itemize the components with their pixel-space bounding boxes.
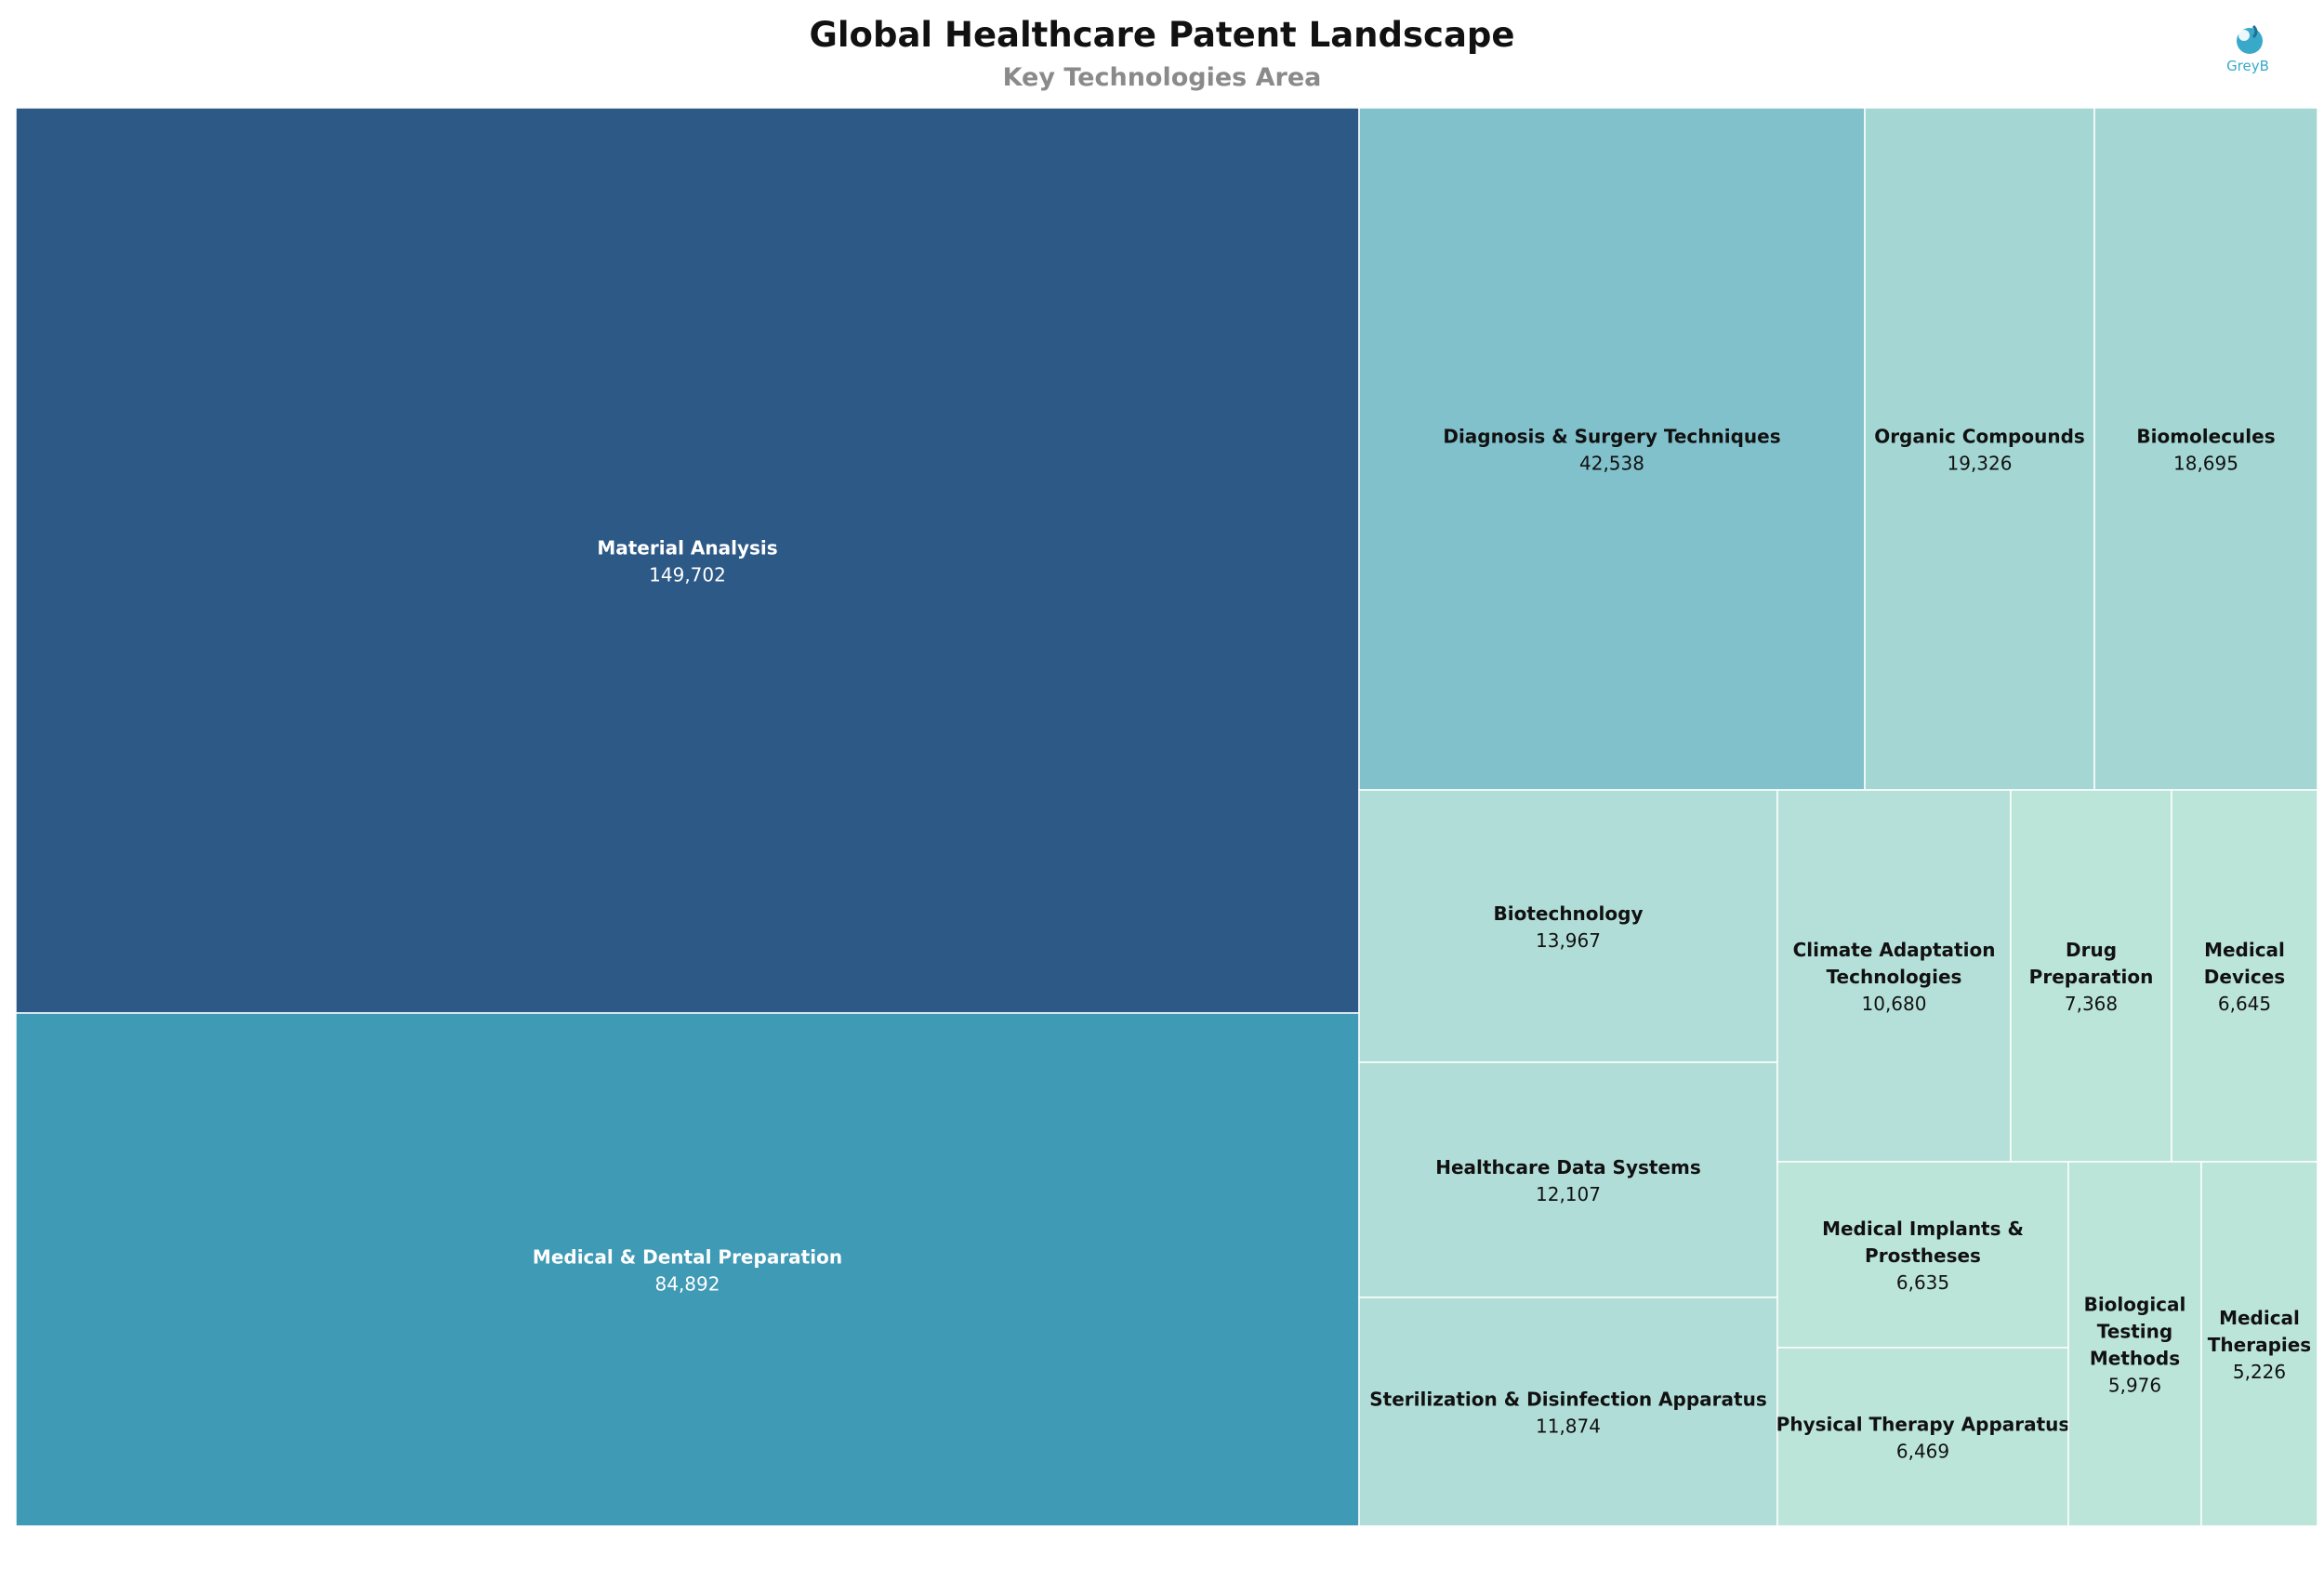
treemap-label: Healthcare Data Systems: [1435, 1156, 1701, 1178]
treemap-label: Medical & Dental Preparation: [533, 1246, 842, 1269]
treemap-value: 10,680: [1862, 993, 1927, 1015]
treemap-value: 6,469: [1896, 1441, 1949, 1463]
treemap-rect: [1776, 1347, 2069, 1527]
treemap-label: Material Analysis: [597, 537, 777, 560]
treemap-rect: [2010, 789, 2172, 1163]
treemap-cell-medical-implants-and-prostheses[interactable]: Medical Implants & Prostheses 6,635: [1776, 1161, 2069, 1349]
treemap-value: 6,635: [1896, 1271, 1949, 1294]
treemap-rect: [1776, 1161, 2069, 1349]
treemap-rect: [2200, 1161, 2318, 1527]
treemap-label: Climate Adaptation Technologies: [1793, 939, 1996, 988]
treemap-rect: [1358, 107, 1866, 791]
treemap-label: Physical Therapy Apparatus: [1776, 1414, 2070, 1436]
treemap-value: 7,368: [2065, 993, 2118, 1015]
treemap-value: 13,967: [1536, 929, 1601, 952]
treemap-label: Medical Devices: [2204, 939, 2285, 988]
treemap-rect: [2067, 1161, 2202, 1527]
treemap-cell-diagnosis-and-surgery-techniques[interactable]: Diagnosis & Surgery Techniques 42,538: [1358, 107, 1866, 791]
treemap-label: Diagnosis & Surgery Techniques: [1443, 426, 1780, 448]
treemap-rect: [1864, 107, 2095, 791]
chart-subtitle: Key Technologies Area: [1002, 63, 1322, 92]
treemap-cell-climate-adaptation-technologies[interactable]: Climate Adaptation Technologies 10,680: [1776, 789, 2012, 1163]
treemap-rect: [1776, 789, 2012, 1163]
treemap-rect: [2093, 107, 2318, 791]
treemap-cell-physical-therapy-apparatus[interactable]: Physical Therapy Apparatus 6,469: [1776, 1347, 2070, 1527]
treemap-rect: [15, 1012, 1360, 1527]
treemap-cell-healthcare-data-systems[interactable]: Healthcare Data Systems 12,107: [1358, 1061, 1778, 1298]
treemap-label: Medical Implants & Prostheses: [1822, 1218, 2024, 1267]
treemap-rect: [15, 107, 1360, 1014]
treemap-label: Sterilization & Disinfection Apparatus: [1369, 1389, 1766, 1411]
treemap-rect: [1358, 1061, 1778, 1298]
treemap-label: Biotechnology: [1494, 902, 1644, 925]
treemap-cell-biomolecules[interactable]: Biomolecules 18,695: [2093, 107, 2318, 791]
treemap-cell-material-analysis[interactable]: Material Analysis 149,702: [15, 107, 1360, 1014]
treemap-label: Biological Testing Methods: [2084, 1294, 2186, 1370]
treemap-cell-biotechnology[interactable]: Biotechnology 13,967: [1358, 789, 1778, 1063]
treemap-cell-medical-devices[interactable]: Medical Devices 6,645: [2171, 789, 2318, 1163]
treemap-value: 19,326: [1948, 453, 2013, 475]
treemap-value: 5,226: [2233, 1361, 2286, 1383]
treemap-cell-sterilization-and-disinfection-apparatus[interactable]: Sterilization & Disinfection Apparatus 11…: [1358, 1297, 1778, 1527]
chart-title: Global Healthcare Patent Landscape: [809, 15, 1515, 55]
treemap-cell-drug-preparation[interactable]: Drug Preparation 7,368: [2010, 789, 2172, 1163]
treemap-rect: [2171, 789, 2318, 1163]
treemap-cell-biological-testing-methods[interactable]: Biological Testing Methods 5,976: [2067, 1161, 2202, 1527]
treemap-value: 11,874: [1536, 1415, 1601, 1438]
treemap-value: 18,695: [2173, 453, 2238, 475]
treemap-rect: [1358, 1297, 1778, 1527]
treemap-value: 5,976: [2108, 1375, 2161, 1397]
treemap-value: 149,702: [649, 564, 726, 586]
treemap-label: Organic Compounds: [1874, 426, 2085, 448]
treemap-label: Drug Preparation: [2029, 939, 2154, 988]
treemap-value: 84,892: [655, 1273, 720, 1296]
greyb-logo-icon: [2237, 24, 2263, 54]
treemap-cell-organic-compounds[interactable]: Organic Compounds 19,326: [1864, 107, 2095, 791]
treemap-cell-medical-therapies[interactable]: Medical Therapies 5,226: [2200, 1161, 2318, 1527]
treemap-label: Biomolecules: [2136, 426, 2275, 448]
treemap-value: 6,645: [2218, 993, 2271, 1015]
treemap-cell-medical-and-dental-preparation[interactable]: Medical & Dental Preparation 84,892: [15, 1012, 1360, 1527]
logo-text: GreyB: [2226, 58, 2269, 74]
treemap-value: 12,107: [1536, 1183, 1601, 1205]
treemap-value: 42,538: [1579, 453, 1644, 475]
treemap-label: Medical Therapies: [2208, 1307, 2311, 1356]
treemap-rect: [1358, 789, 1778, 1063]
